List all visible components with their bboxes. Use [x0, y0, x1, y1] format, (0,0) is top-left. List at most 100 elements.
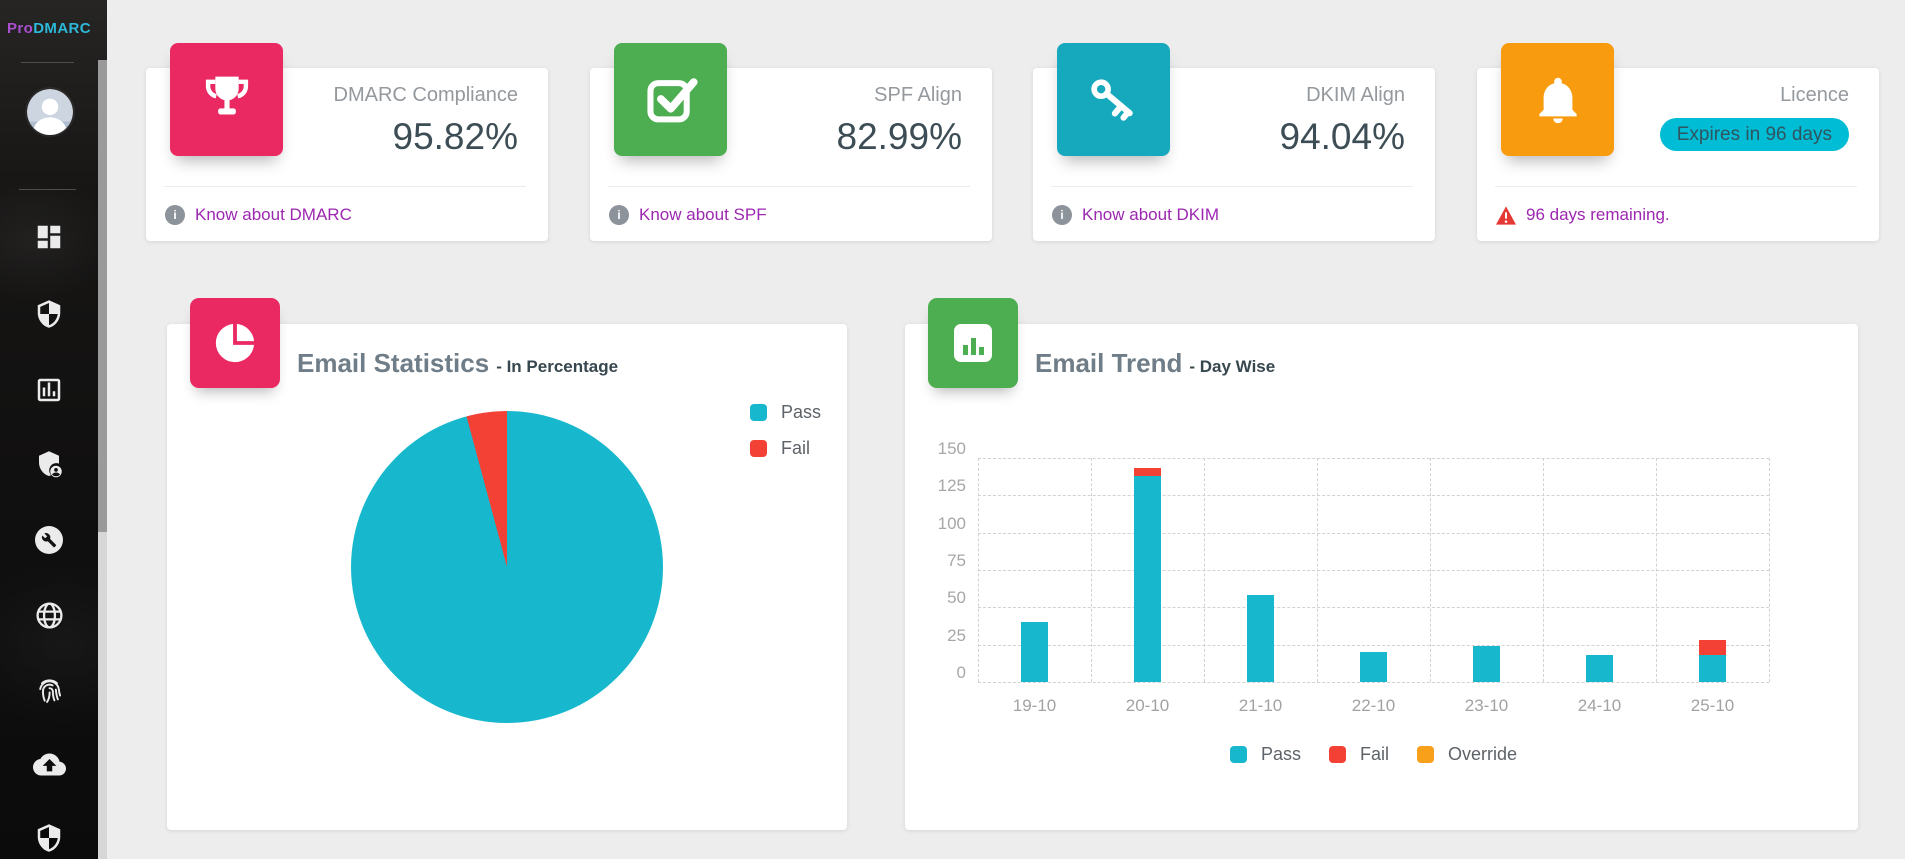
- legend-item-pass[interactable]: Pass: [750, 402, 821, 423]
- grid-hline: [978, 607, 1769, 609]
- card-divider: [1495, 186, 1857, 187]
- y-tick-label: 0: [956, 663, 966, 682]
- x-tick-label: 24-10: [1577, 696, 1622, 715]
- info-icon: i: [1052, 205, 1072, 225]
- chart-title: Email Trend - Day Wise: [1035, 348, 1276, 378]
- grid-vline: [1543, 458, 1544, 682]
- y-tick-label: 150: [937, 439, 966, 458]
- sidebar-item-dashboard[interactable]: [0, 209, 98, 265]
- chart-title: Email Statistics - In Percentage: [297, 348, 619, 378]
- grid-vline: [1204, 458, 1205, 682]
- x-tick-label: 25-10: [1690, 696, 1735, 715]
- sidebar-item-reports[interactable]: [0, 362, 98, 418]
- sidebar-divider: [21, 62, 74, 63]
- sidebar-item-shield[interactable]: [0, 810, 98, 859]
- bar-pass-19-10: [1021, 622, 1048, 682]
- pie-chart: [351, 411, 663, 723]
- x-tick-label: 22-10: [1351, 696, 1396, 715]
- cloud-upload-icon: [32, 753, 66, 775]
- y-tick-label: 50: [947, 588, 966, 608]
- legend-label: Fail: [781, 438, 811, 458]
- sidebar-item-upload[interactable]: [0, 736, 98, 792]
- legend-swatch: [1328, 746, 1346, 763]
- legend-swatch: [1417, 746, 1434, 763]
- shield-user-icon: [39, 451, 62, 478]
- sidebar: ProDMARC: [0, 0, 107, 859]
- sidebar-item-tools[interactable]: [0, 512, 98, 568]
- y-tick-label: 25: [947, 625, 966, 645]
- logo-suffix: DMARC: [33, 20, 92, 37]
- grid-hline: [978, 570, 1769, 571]
- stat-card-spf: SPF Align 82.99% i Know about SPF: [590, 43, 992, 241]
- grid-vline: [1317, 458, 1318, 682]
- legend-item-fail[interactable]: Fail: [1328, 744, 1389, 765]
- warning-icon: [1496, 205, 1516, 225]
- bar-pass-21-10: [1247, 595, 1274, 682]
- x-tick-label: 23-10: [1464, 696, 1509, 715]
- app-logo[interactable]: ProDMARC: [0, 20, 98, 37]
- bar-fail-25-10: [1699, 640, 1726, 656]
- info-icon: i: [165, 205, 185, 225]
- grid-vline: [1430, 458, 1431, 682]
- stat-card-dmarc: DMARC Compliance 95.82% i Know about DMA…: [146, 43, 548, 241]
- pie-legend: Pass Fail: [750, 402, 821, 459]
- grid-hline: [978, 532, 1769, 534]
- x-tick-label: 20-10: [1125, 696, 1170, 715]
- chart-tile: [190, 298, 280, 388]
- legend-label: Fail: [1359, 744, 1389, 764]
- pie-chart-icon: [215, 323, 255, 363]
- stat-label: DKIM Align: [1306, 84, 1405, 106]
- trophy-icon: [205, 76, 248, 114]
- card-divider: [608, 186, 970, 187]
- logo-prefix: Pro: [6, 20, 34, 37]
- stat-label: DMARC Compliance: [333, 84, 519, 106]
- check-square-icon: [646, 77, 698, 122]
- grid-hline: [978, 682, 1769, 683]
- bell-icon: [1538, 77, 1577, 123]
- stat-value: 95.82%: [392, 116, 519, 157]
- grid-vline: [1769, 458, 1770, 682]
- legend-label: Override: [1448, 744, 1518, 764]
- sidebar-scrollbar-thumb[interactable]: [98, 60, 107, 532]
- sidebar-item-domains[interactable]: [0, 587, 98, 643]
- sidebar-item-security[interactable]: [0, 286, 98, 342]
- sidebar-item-account-security[interactable]: [0, 437, 98, 493]
- legend-item-override[interactable]: Override: [1417, 744, 1517, 765]
- stat-card-tile: [170, 43, 283, 156]
- person-icon: [27, 89, 73, 135]
- stat-card-licence: Licence Expires in 96 days 96 days remai…: [1477, 43, 1879, 241]
- legend-item-fail[interactable]: Fail: [750, 438, 821, 459]
- grid-hline: [978, 644, 1769, 646]
- know-about-dkim-link[interactable]: i Know about DKIM: [1052, 203, 1219, 227]
- know-about-spf-link[interactable]: i Know about SPF: [609, 203, 767, 227]
- stat-card-tile: [1057, 43, 1170, 156]
- bar-fail-20-10: [1134, 468, 1161, 476]
- info-icon: i: [609, 205, 629, 225]
- grid-vline: [1656, 458, 1657, 682]
- y-tick-label: 125: [937, 476, 966, 496]
- bar-pass-20-10: [1134, 475, 1161, 682]
- half-shield-bottom-icon: [37, 824, 61, 852]
- stat-card-dkim: DKIM Align 94.04% i Know about DKIM: [1033, 43, 1435, 241]
- legend-label: Pass: [1260, 744, 1301, 764]
- bar-plot: 0 25 50 75 100 125 150 19-10 20-10 21-10 22-10 23-1…: [938, 439, 1770, 715]
- globe-icon: [35, 601, 63, 629]
- grid-dashboard-icon: [37, 225, 61, 249]
- legend-item-pass[interactable]: Pass: [1229, 744, 1301, 765]
- stat-label: Licence: [1780, 84, 1849, 106]
- wrench-circle-icon: [35, 526, 63, 554]
- legend-swatch: [750, 404, 767, 421]
- user-avatar[interactable]: [27, 89, 73, 135]
- know-about-dmarc-link[interactable]: i Know about DMARC: [165, 203, 352, 227]
- bar-pass-25-10: [1699, 655, 1726, 682]
- sidebar-item-forensics[interactable]: [0, 662, 98, 718]
- fingerprint-icon: [38, 678, 61, 703]
- half-shield-icon: [37, 300, 61, 328]
- grid-vline: [978, 458, 979, 682]
- bar-pass-24-10: [1586, 655, 1613, 682]
- bar-chart-box-icon: [37, 378, 61, 402]
- card-divider: [164, 186, 526, 187]
- legend-swatch: [1229, 746, 1247, 763]
- stat-card-tile: [614, 43, 727, 156]
